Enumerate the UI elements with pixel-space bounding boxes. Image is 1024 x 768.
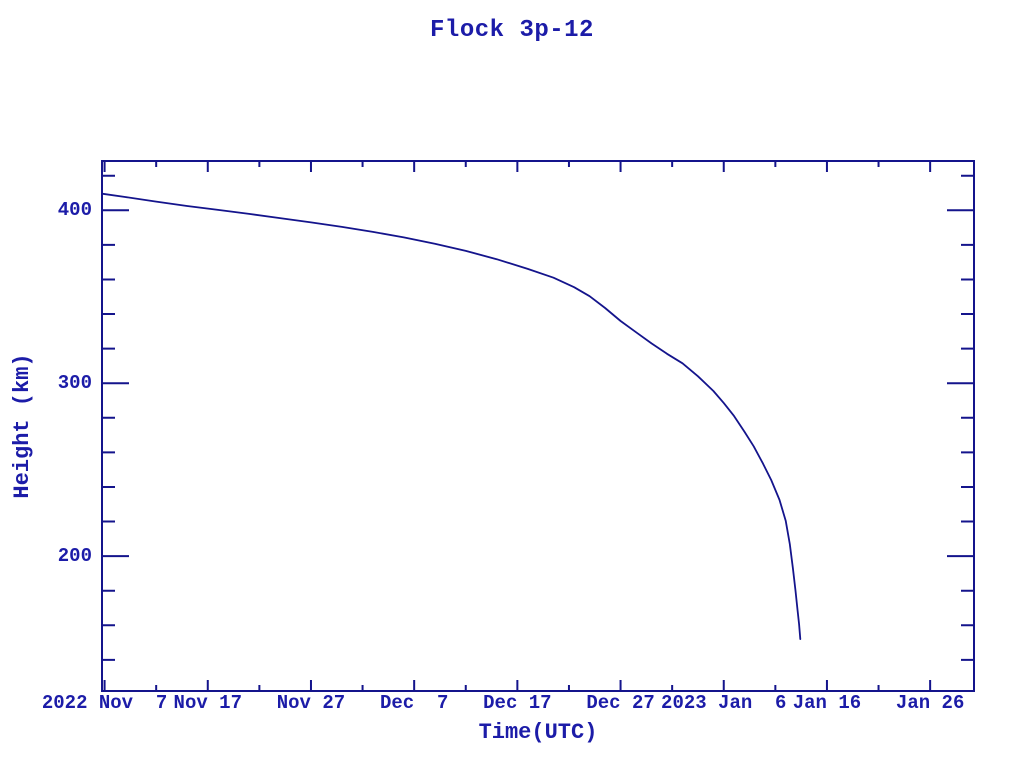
x-tick-label: 2022 Nov 7 [41, 692, 168, 714]
height-curve [101, 192, 802, 640]
axis-ticks [102, 161, 974, 691]
x-tick-label: Jan 16 [792, 692, 862, 714]
chart-title: Flock 3p-12 [430, 17, 594, 44]
y-tick-label: 300 [57, 372, 92, 395]
plot-frame [101, 160, 975, 692]
x-axis-title: Time(UTC) [478, 720, 598, 745]
x-tick-label: Dec 17 [483, 692, 552, 714]
x-tick-label: Nov 17 [173, 692, 242, 714]
x-tick-label: Dec 7 [379, 692, 449, 714]
y-tick-label: 200 [57, 545, 92, 568]
x-tick-label: 2023 Jan 6 [661, 692, 787, 714]
x-tick-label: Nov 27 [276, 692, 346, 714]
y-tick-label: 400 [57, 199, 92, 222]
x-tick-label: Jan 26 [895, 692, 965, 714]
x-tick-label: Dec 27 [586, 692, 655, 714]
